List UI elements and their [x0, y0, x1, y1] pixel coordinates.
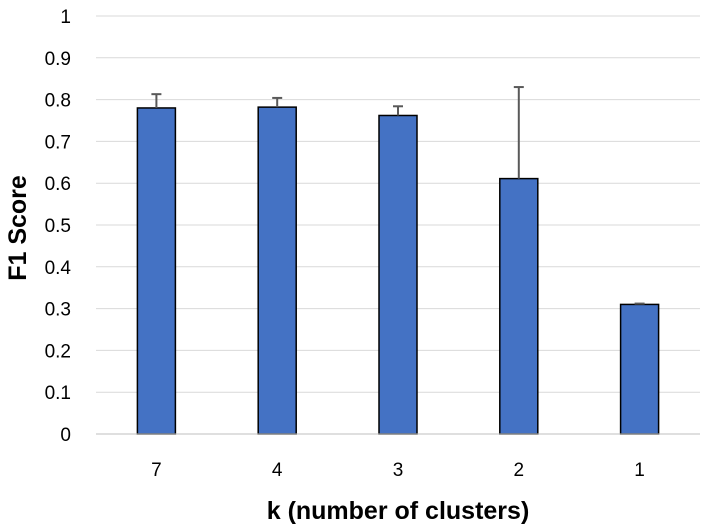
bars	[136, 106, 660, 435]
x-axis-title: k (number of clusters)	[267, 497, 530, 525]
y-tick-label: 0.6	[45, 174, 71, 195]
y-tick-label: 0.3	[45, 300, 71, 321]
x-tick-label: 7	[151, 460, 162, 481]
y-tick-label: 0.7	[45, 132, 71, 153]
error-bars	[151, 86, 645, 305]
x-tick-labels: 7 4 3 2 1	[151, 460, 645, 481]
x-tick-label: 3	[393, 460, 404, 481]
bar	[136, 107, 177, 435]
y-tick-label: 0	[60, 425, 71, 446]
y-tick-label: 0.5	[45, 216, 71, 237]
y-tick-label: 1	[60, 7, 71, 28]
bar	[257, 106, 297, 435]
y-tick-label: 0.4	[45, 258, 72, 279]
x-tick-label: 2	[514, 460, 525, 481]
y-tick-label: 0.1	[45, 383, 71, 404]
y-axis-title: F1 Score	[4, 175, 32, 281]
y-tick-label: 0.2	[45, 341, 71, 362]
x-tick-label: 1	[634, 460, 645, 481]
y-tick-labels: 0 0.1 0.2 0.3 0.4 0.5 0.6 0.7 0.8 0.9 1	[45, 7, 72, 446]
bar	[378, 114, 418, 435]
y-tick-label: 0.9	[45, 49, 71, 70]
y-tick-label: 0.8	[45, 91, 71, 112]
bar	[619, 303, 660, 435]
bar	[499, 177, 539, 435]
x-tick-label: 4	[272, 460, 283, 481]
